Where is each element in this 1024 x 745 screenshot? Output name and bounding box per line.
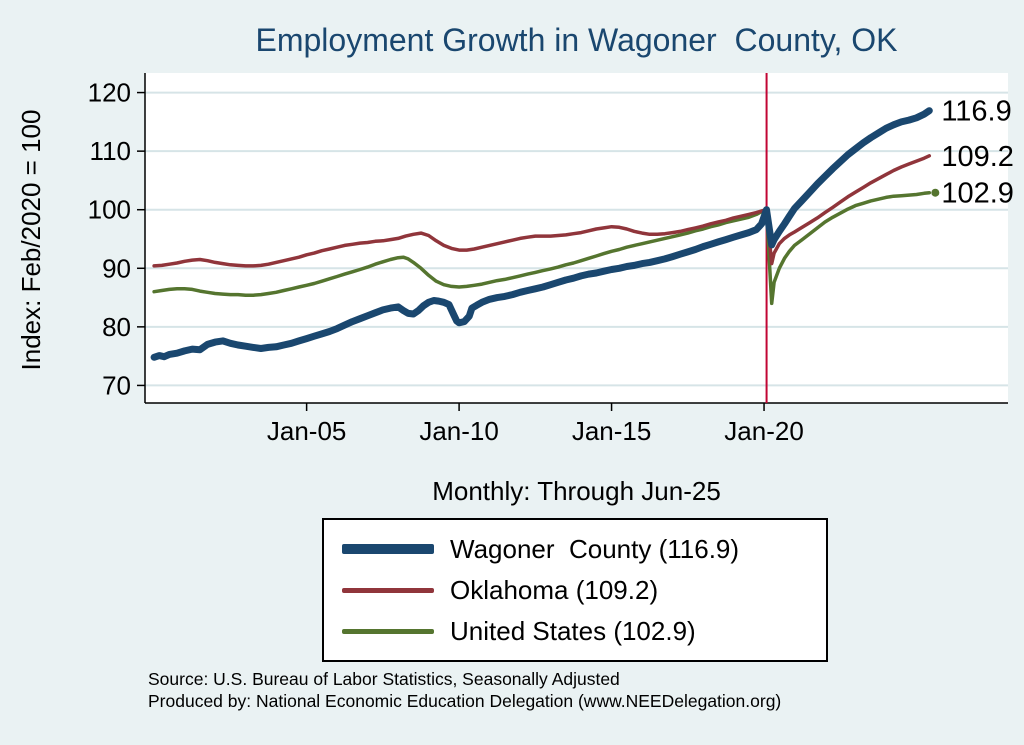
- source-line: Source: U.S. Bureau of Labor Statistics,…: [148, 669, 620, 689]
- legend-item-wagoner-county: Wagoner County (116.9): [342, 532, 826, 566]
- chart-title: Employment Growth in Wagoner County, OK: [255, 22, 898, 58]
- x-tick-label-Jan-05: Jan-05: [267, 416, 347, 446]
- y-tick-label-70: 70: [102, 370, 131, 400]
- end-value-label-wagoner-county: 116.9: [941, 96, 1011, 128]
- y-tick-label-120: 120: [88, 78, 131, 108]
- y-tick-label-80: 80: [102, 312, 131, 342]
- series-line-wagoner-county: [150, 107, 933, 361]
- legend-swatch-oklahoma: [342, 587, 434, 593]
- x-tick-label-Jan-20: Jan-20: [724, 416, 804, 446]
- end-value-label-united-states: 102.9: [941, 178, 1014, 210]
- x-axis-label: Monthly: Through Jun-25: [432, 476, 721, 506]
- end-value-label-oklahoma: 109.2: [941, 141, 1014, 173]
- x-tick-label-Jan-15: Jan-15: [572, 416, 652, 446]
- legend-label: United States (102.9): [450, 615, 696, 646]
- legend-label: Wagoner County (116.9): [450, 533, 740, 564]
- y-tick-label-90: 90: [102, 253, 131, 283]
- source-notes: Source: U.S. Bureau of Labor Statistics,…: [148, 668, 781, 712]
- legend-label: Oklahoma (109.2): [450, 574, 659, 605]
- series-line-oklahoma: [152, 154, 932, 268]
- produced-by-line: Produced by: National Economic Education…: [148, 691, 782, 711]
- x-tick-label-Jan-10: Jan-10: [419, 416, 499, 446]
- y-tick-label-100: 100: [88, 195, 131, 225]
- legend-item-oklahoma: Oklahoma (109.2): [342, 573, 826, 607]
- series-end-dot-united-states: [931, 188, 940, 197]
- legend-swatch-united-states: [342, 628, 434, 634]
- y-tick-label-110: 110: [90, 136, 131, 166]
- legend-swatch-wagoner-county: [342, 544, 434, 554]
- series-line-united-states: [152, 190, 932, 306]
- legend: Wagoner County (116.9) Oklahoma (109.2) …: [322, 518, 828, 662]
- plot-background: [145, 73, 1008, 403]
- legend-item-united-states: United States (102.9): [342, 614, 826, 648]
